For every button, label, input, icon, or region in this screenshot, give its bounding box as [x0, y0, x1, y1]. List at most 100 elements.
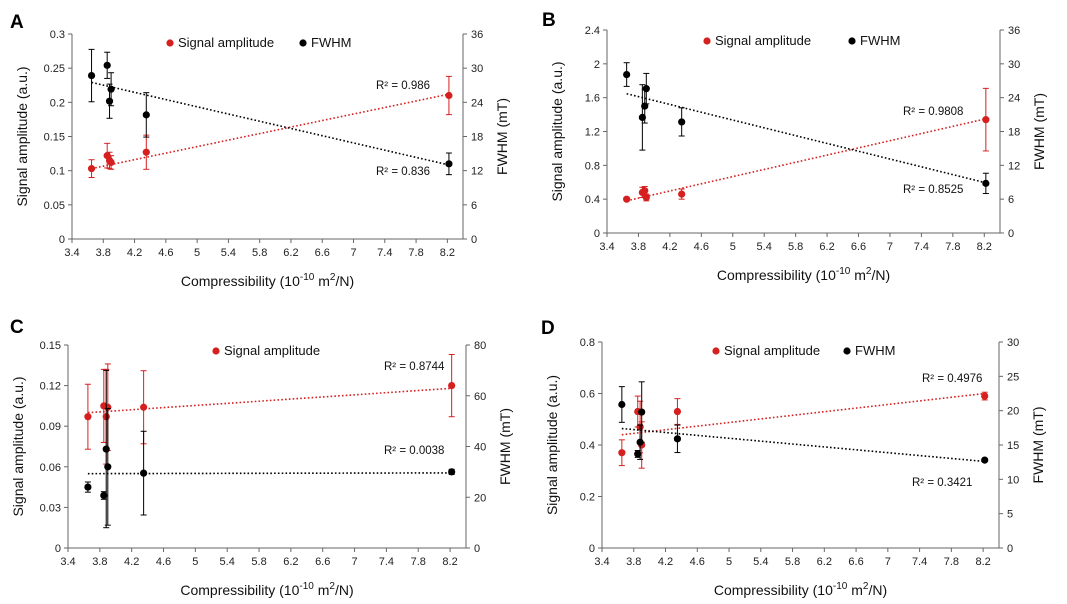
x-tick-label: 8.2 [440, 247, 455, 259]
y-axis-title: Signal amplitude (a.u.) [10, 376, 26, 516]
marker [102, 445, 110, 453]
y-tick-label: 0.1 [50, 166, 65, 178]
x-tick-label: 6.6 [315, 247, 330, 259]
marker [642, 85, 650, 93]
legend-item: Signal amplitude [703, 33, 811, 48]
marker [982, 116, 990, 124]
series-fwhm: R² = 0.8525 [623, 62, 990, 196]
marker [87, 71, 96, 80]
y-tick-label: 0.2 [580, 492, 595, 504]
marker [104, 463, 112, 471]
x-tick-label: 7 [350, 247, 356, 259]
marker [445, 160, 453, 168]
marker [982, 179, 990, 187]
marker [142, 148, 150, 156]
y-tick-label: 0.03 [40, 502, 61, 514]
marker [673, 407, 682, 416]
y-tick-label: 2 [594, 59, 600, 71]
x-tick-label: 5 [726, 556, 732, 568]
legend-item: FWHM [843, 343, 895, 358]
y2-axis-title: FWHM (mT) [497, 408, 513, 485]
x-tick-label: 8.2 [442, 556, 457, 568]
x-axis-title-unit-exp: 2 [329, 581, 335, 592]
y2-tick-label: 36 [1008, 25, 1020, 37]
y-tick-label: 0.09 [40, 421, 61, 433]
r-squared-label: R² = 0.8525 [903, 184, 963, 196]
y2-tick-label: 30 [1008, 59, 1020, 71]
marker [105, 97, 114, 105]
data-point [107, 72, 115, 107]
data-point [642, 193, 650, 202]
marker [623, 195, 631, 203]
x-axis-title-exp: -10 [299, 581, 314, 592]
data-point [641, 185, 649, 196]
y2-tick-label: 6 [471, 200, 477, 212]
data-point [448, 468, 456, 476]
x-tick-label: 7 [885, 556, 891, 568]
legend-item: FWHM [299, 35, 351, 50]
marker [673, 435, 682, 443]
x-axis-title-unit: m [850, 267, 866, 283]
x-axis-title-end: /N) [871, 267, 890, 283]
marker [140, 469, 148, 477]
marker [448, 382, 456, 390]
y-tick-label: 0.8 [580, 337, 595, 349]
data-point [103, 51, 111, 79]
x-tick-label: 6.6 [851, 241, 866, 253]
x-tick-label: 3.4 [594, 556, 609, 568]
y2-axis-title: FWHM (mT) [1031, 93, 1047, 170]
marker [634, 450, 642, 458]
y2-tick-label: 30 [1007, 337, 1019, 349]
y2-tick-label: 15 [1007, 440, 1019, 452]
series-fwhm: R² = 0.0038 [84, 369, 456, 529]
marker [641, 187, 649, 195]
data-point [87, 159, 96, 178]
legend-marker [703, 37, 711, 45]
y2-tick-label: 10 [1007, 474, 1019, 486]
data-point [445, 152, 453, 176]
y2-tick-label: 36 [471, 29, 483, 41]
series-signal-amplitude: R² = 0.986 [87, 75, 453, 178]
data-point [678, 107, 686, 137]
legend-marker [843, 347, 851, 355]
x-axis-title-exp: -10 [300, 272, 315, 283]
x-tick-label: 7.4 [914, 241, 929, 253]
x-tick-label: 5.8 [788, 241, 803, 253]
legend-item: Signal amplitude [212, 343, 320, 358]
x-axis-title-main: Compressibility (10 [714, 582, 833, 598]
y2-tick-label: 24 [471, 97, 483, 109]
marker [87, 165, 96, 173]
x-tick-label: 5.8 [785, 556, 800, 568]
y-tick-label: 0.06 [40, 462, 61, 474]
marker [981, 392, 989, 400]
x-tick-label: 5 [194, 247, 200, 259]
x-axis-title-unit: m [314, 273, 330, 289]
y-tick-label: 0 [59, 234, 65, 246]
y2-tick-label: 40 [474, 442, 486, 454]
x-tick-label: 3.8 [92, 556, 107, 568]
data-point [140, 430, 148, 516]
x-tick-label: 5.4 [220, 556, 235, 568]
panel-letter: C [10, 317, 24, 338]
x-tick-label: 5.4 [753, 556, 768, 568]
legend-label: FWHM [855, 343, 895, 358]
panel-b: B 3.4 3.8 4.2 4.6 5 5.4 5.8 6.2 6.6 7 7.4 7.8 8.2 0 0.4… [542, 10, 1047, 283]
r-squared-label: R² = 0.4976 [922, 373, 982, 385]
x-axis-title-main: Compressibility (10 [180, 582, 299, 598]
series-fwhm: R² = 0.3421 [618, 381, 989, 489]
marker [638, 408, 646, 416]
x-tick-label: 4.2 [662, 241, 677, 253]
x-axis-title-main: Compressibility (10 [717, 267, 836, 283]
data-point [638, 381, 646, 443]
y-tick-label: 1.2 [585, 127, 600, 139]
legend-label: FWHM [311, 35, 351, 50]
data-point [982, 87, 990, 152]
series-signal-amplitude: R² = 0.9808 [623, 87, 990, 203]
data-point [84, 383, 92, 450]
r-squared-label: R² = 0.836 [376, 166, 430, 178]
y2-tick-label: 80 [474, 340, 486, 352]
x-tick-label: 5.8 [252, 247, 267, 259]
legend-marker [848, 37, 856, 45]
x-tick-label: 6.2 [283, 556, 298, 568]
